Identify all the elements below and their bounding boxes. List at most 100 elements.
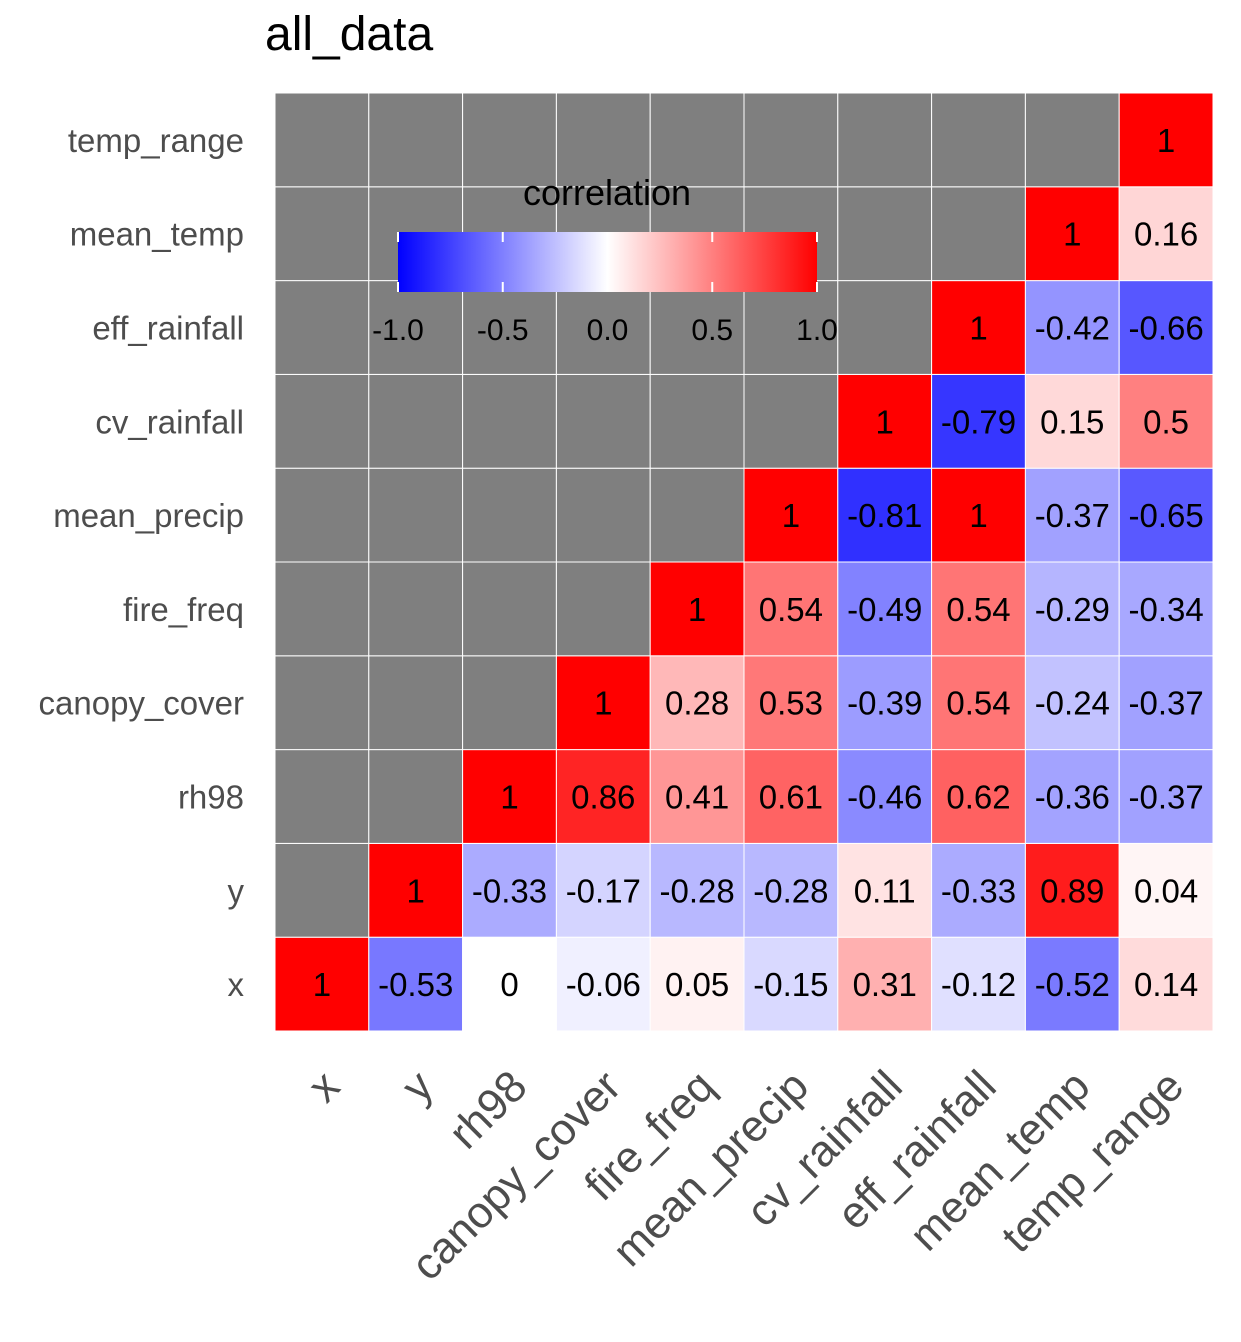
- heatmap-cell-mean_precip-temp_range: [1118, 467, 1214, 563]
- cell-value-label: -0.65: [1128, 497, 1203, 534]
- heatmap-cell-temp_range-temp_range: [1118, 92, 1214, 188]
- cell-value-label: 1: [1157, 122, 1175, 159]
- heatmap-cell-cv_rainfall-x: [274, 373, 370, 469]
- cell-value-label: 0.5: [1143, 403, 1189, 440]
- heatmap-cell-fire_freq-x: [274, 561, 370, 657]
- heatmap-cell-rh98-temp_range: [1118, 749, 1214, 844]
- cell-value-label: 0.04: [1134, 872, 1198, 909]
- heatmap-cell-eff_rainfall-mean_temp: [1024, 280, 1120, 375]
- legend: correlation -1.0 -0.5 0.0 0.5 1.0: [372, 172, 838, 347]
- heatmap-cell-rh98-mean_precip: [743, 749, 839, 844]
- heatmap-cell-x-eff_rainfall: [931, 936, 1026, 1032]
- cell-value-label: 1: [876, 403, 894, 440]
- heatmap-cell-fire_freq-canopy_cover: [555, 561, 651, 657]
- cell-value-label: 0.61: [759, 779, 823, 816]
- cell-value-label: 1: [1063, 216, 1081, 253]
- cell-value-label: 1: [407, 872, 425, 909]
- legend-tick-label: -1.0: [372, 314, 424, 347]
- heatmap-cell-x-rh98: [462, 936, 557, 1032]
- cell-value-label: 0.15: [1040, 403, 1104, 440]
- heatmap-cell-mean_precip-x: [274, 467, 370, 563]
- x-tick-label: x: [299, 1061, 349, 1111]
- y-tick-label: mean_temp: [70, 216, 244, 253]
- heatmap-cell-y-x: [274, 842, 370, 938]
- cell-value-label: 0.41: [665, 779, 729, 816]
- heatmap-cell-cv_rainfall-eff_rainfall: [931, 373, 1026, 469]
- heatmap-cell-canopy_cover-canopy_cover: [555, 655, 651, 751]
- y-tick-label: cv_rainfall: [95, 403, 244, 440]
- heatmap-cell-eff_rainfall-temp_range: [1118, 280, 1214, 375]
- cell-value-label: -0.33: [941, 872, 1016, 909]
- heatmap-cell-canopy_cover-y: [368, 655, 464, 751]
- cell-value-label: -0.42: [1035, 310, 1110, 347]
- heatmap-cell-temp_range-canopy_cover: [555, 92, 651, 188]
- heatmap-cell-cv_rainfall-temp_range: [1118, 373, 1214, 469]
- heatmap-cell-cv_rainfall-mean_temp: [1024, 373, 1120, 469]
- cell-value-label: -0.79: [941, 403, 1016, 440]
- heatmap-cell-mean_temp-cv_rainfall: [837, 186, 933, 282]
- heatmap-cell-rh98-x: [274, 749, 370, 844]
- cell-value-label: -0.06: [566, 966, 641, 1003]
- heatmap-cell-y-fire_freq: [649, 842, 745, 938]
- cell-value-label: 0.86: [571, 779, 635, 816]
- cell-value-label: -0.29: [1035, 591, 1110, 628]
- heatmap-cell-x-y: [368, 936, 464, 1032]
- heatmap-cell-temp_range-x: [274, 92, 370, 188]
- cell-value-label: 0.31: [853, 966, 917, 1003]
- chart-title: all_data: [265, 8, 433, 61]
- x-tick-label: y: [393, 1061, 443, 1111]
- cell-value-label: -0.66: [1128, 310, 1203, 347]
- y-tick-label: fire_freq: [123, 591, 244, 628]
- cell-value-label: -0.24: [1035, 685, 1110, 722]
- cell-value-label: -0.37: [1128, 779, 1203, 816]
- cell-value-label: -0.49: [847, 591, 922, 628]
- cell-value-label: 1: [500, 779, 518, 816]
- cell-value-label: -0.34: [1128, 591, 1203, 628]
- cell-value-label: -0.53: [378, 966, 453, 1003]
- heatmap-cell-fire_freq-mean_precip: [743, 561, 839, 657]
- heatmap-cell-temp_range-eff_rainfall: [931, 92, 1026, 188]
- cell-value-label: -0.39: [847, 685, 922, 722]
- cell-value-label: 0: [500, 966, 518, 1003]
- heatmap-cell-canopy_cover-x: [274, 655, 370, 751]
- heatmap-cell-mean_precip-mean_precip: [743, 467, 839, 563]
- cell-value-label: 0.54: [946, 591, 1010, 628]
- heatmap-cell-fire_freq-temp_range: [1118, 561, 1214, 657]
- cell-value-label: 0.89: [1040, 872, 1104, 909]
- cell-value-label: 1: [969, 310, 987, 347]
- heatmap-cell-eff_rainfall-fire_freq: [649, 280, 745, 375]
- heatmap-cell-y-eff_rainfall: [931, 842, 1026, 938]
- heatmap-cell-eff_rainfall-x: [274, 280, 370, 375]
- heatmap-cell-mean_precip-canopy_cover: [555, 467, 651, 563]
- cell-value-label: -0.81: [847, 497, 922, 534]
- cell-value-label: -0.37: [1128, 685, 1203, 722]
- heatmap-cell-mean_precip-eff_rainfall: [931, 467, 1026, 563]
- cell-value-label: 0.54: [759, 591, 823, 628]
- heatmap-cell-cv_rainfall-mean_precip: [743, 373, 839, 469]
- heatmap-cell-eff_rainfall-mean_precip: [743, 280, 839, 375]
- heatmap-cell-rh98-y: [368, 749, 464, 844]
- legend-tick-label: -0.5: [477, 314, 529, 347]
- legend-title: correlation: [523, 172, 691, 213]
- heatmap-cell-temp_range-rh98: [462, 92, 557, 188]
- heatmap-cell-mean_precip-cv_rainfall: [837, 467, 933, 563]
- cell-value-label: 1: [688, 591, 706, 628]
- heatmap-cell-eff_rainfall-canopy_cover: [555, 280, 651, 375]
- cell-value-label: 1: [969, 497, 987, 534]
- cell-value-label: -0.36: [1035, 779, 1110, 816]
- y-tick-label: x: [228, 966, 245, 1003]
- heatmap-cell-mean_temp-temp_range: [1118, 186, 1214, 282]
- heatmap-cell-fire_freq-fire_freq: [649, 561, 745, 657]
- cell-value-label: 0.62: [946, 779, 1010, 816]
- heatmap-cell-fire_freq-cv_rainfall: [837, 561, 933, 657]
- heatmap-cell-fire_freq-y: [368, 561, 464, 657]
- heatmap-cell-eff_rainfall-y: [368, 280, 464, 375]
- cell-value-label: -0.28: [659, 872, 734, 909]
- cell-value-label: -0.17: [566, 872, 641, 909]
- heatmap-cell-canopy_cover-temp_range: [1118, 655, 1214, 751]
- heatmap-cell-rh98-rh98: [462, 749, 557, 844]
- cell-value-label: -0.46: [847, 779, 922, 816]
- heatmap-cell-x-x: [274, 936, 370, 1032]
- y-tick-label: mean_precip: [53, 497, 244, 534]
